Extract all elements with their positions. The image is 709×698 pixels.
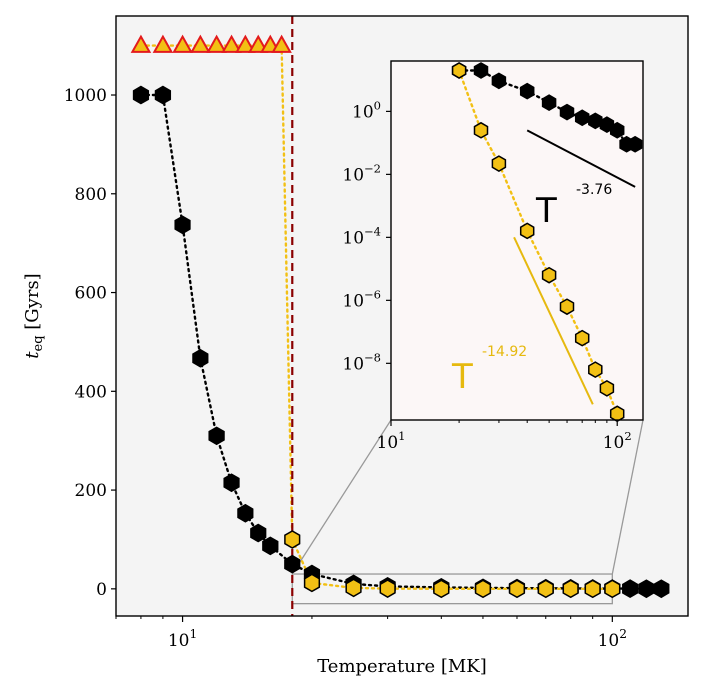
main-series-1-point [604,579,621,599]
main-series-1-point [284,530,301,549]
inset-series-1-point [491,155,507,172]
inset-series-0-point [559,103,575,121]
y-tick-label: 1000 [64,86,107,106]
inset-series-1-point [541,266,557,284]
inset-plot-area [391,61,643,420]
main-series-0-point [223,473,240,493]
main-series-0-point [284,554,301,574]
main-series-0-point [192,348,209,368]
inset-series-1-point [574,329,590,347]
main-series-0-point [132,85,150,105]
main-series-2-point [221,34,242,53]
main-series-0-point [237,503,254,523]
main-series-2-point [271,34,292,53]
y-tick-label: 400 [75,382,107,402]
main-series-1-point [537,579,554,599]
main-series-0-point [174,215,191,235]
main-series-1-point [474,579,492,599]
inset-series-0-point [627,135,643,153]
inset-series-0-point [541,94,557,111]
main-series-1-point [433,579,450,599]
main-series-0-point [250,523,267,543]
inset-y-tick-label: 100 [352,98,381,122]
main-series-0-point [208,426,225,446]
inset-series-0-point [491,72,507,90]
annotation-black-exponent: -3.76 [576,182,612,198]
inset-series-0-point [609,121,625,139]
inset-series-0-point [519,82,535,100]
annotation-black-T: T [535,191,557,231]
inset-series-1-point [588,361,603,378]
inset-series-0-point [473,62,489,79]
main-series-1-point [303,573,321,593]
inset-series-1-point [519,222,535,240]
main-series-2-point [206,34,227,53]
inset-series-1-point [599,380,615,397]
y-tick-label: 800 [75,185,107,205]
main-series-0-point [638,579,655,599]
zoom-connector-left [291,419,392,575]
y-tick-label: 0 [96,580,107,600]
inset-x-tick-label: 101 [377,429,406,453]
annotation-yellow-exponent: -14.92 [482,344,527,360]
inset-axes-frame [390,60,644,421]
main-axes-frame [115,15,689,617]
inset-series-0-point [574,109,590,127]
main-series-1-point [345,578,362,598]
y-tick-label: 600 [75,284,107,304]
triangle-drop-line [280,44,294,541]
inset-series-1-point [473,121,489,139]
main-series-2-point [247,34,269,53]
inset-y-tick-label: 10−8 [342,350,381,374]
slope-ref-black [526,129,636,188]
slope-ref-yellow [513,236,594,405]
zoom-connector-right [611,419,644,575]
inset-y-tick-label: 10−4 [342,224,381,248]
main-series-1-point [584,579,601,599]
main-series-0-point [262,536,279,556]
inset-series-1-point [609,405,625,423]
main-series-2-point [130,34,152,53]
x-tick-label: 102 [598,627,627,651]
main-series-1-point [379,579,396,598]
main-series-0-point [653,579,670,599]
main-series-2-point [235,34,256,53]
inset-y-tick-label: 10−2 [342,161,381,185]
main-series-2-point [190,34,211,53]
x-tick-label: 101 [168,627,197,651]
annotation-yellow-T: T [451,357,473,397]
x-axis-label: Temperature [MK] [317,656,487,677]
inset-series-0-point [588,112,603,130]
inset-series-1-point [451,62,467,79]
main-series-0-point [154,85,172,105]
inset-y-tick-label: 10−6 [342,287,381,311]
main-series-1-point [562,579,579,599]
inset-x-tick-label: 102 [603,429,632,453]
main-series-2-point [152,34,174,53]
inset-series-1-point [559,298,575,316]
inset-series-1-line [457,69,619,415]
main-series-0-point [622,579,639,598]
y-tick-label: 200 [75,481,107,501]
main-series-1-point [508,579,526,599]
y-axis-label: teq [Gyrs] [22,273,46,358]
main-series-2-point [172,34,193,53]
